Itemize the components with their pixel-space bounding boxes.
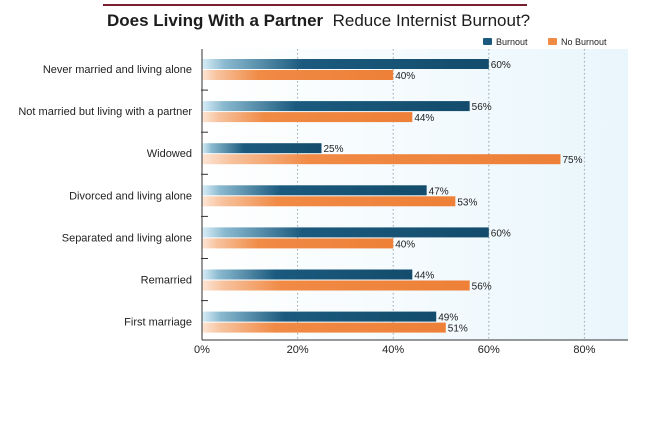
data-label: 44% [414,271,434,282]
bar [202,280,470,291]
category-label: Separated and living alone [62,232,192,244]
legend: Burnout No Burnout [483,37,607,47]
data-label: 44% [414,113,434,124]
data-label: 56% [472,282,492,293]
bar [202,143,322,154]
bar [202,238,394,249]
data-label: 53% [457,197,477,208]
data-label: 60% [491,60,511,71]
category-label: Never married and living alone [43,64,192,76]
data-label: 49% [438,313,458,324]
chart-title-rest: Reduce Internist Burnout? [333,11,531,30]
category-labels: Never married and living alone Not marrie… [18,64,208,329]
category-label: First marriage [124,317,192,329]
x-tick-labels: 0% 20% 40% 60% 80% [194,344,596,356]
legend-swatch-no-burnout [548,38,557,45]
x-tick-label: 40% [382,344,404,356]
data-label: 56% [472,102,492,113]
x-tick-label: 0% [194,344,210,356]
bar [202,322,446,333]
legend-label-burnout: Burnout [496,37,528,47]
x-tick-label: 60% [478,344,500,356]
bar [202,112,413,123]
bar [202,185,427,196]
bar [202,70,394,80]
category-label: Not married but living with a partner [18,106,192,118]
data-label: 25% [324,144,344,155]
axes [201,49,628,341]
category-label: Remarried [141,275,192,287]
data-label: 60% [491,228,511,239]
bar [202,196,456,207]
bar [202,154,561,165]
category-label: Divorced and living alone [69,190,192,202]
bars: 60% 40% 56% 44% 25% 75% 47% 53% 60% 40% 44% 56% 49%5… [202,59,583,335]
data-label: 40% [395,239,415,250]
bar [202,227,489,238]
bar [202,311,437,322]
chart-title-bold: Does Living With a Partner [107,11,324,30]
x-tick-label: 80% [573,344,595,356]
data-label: 75% [563,155,583,166]
data-label: 47% [429,186,449,197]
bar [202,101,470,112]
bar [202,269,413,280]
legend-swatch-burnout [483,38,492,45]
x-tick-label: 20% [287,344,309,356]
data-label: 40% [395,71,415,82]
bar [202,59,489,69]
category-label: Widowed [147,148,192,160]
legend-label-no-burnout: No Burnout [561,37,607,47]
chart-title: Does Living With a Partner Reduce Intern… [107,11,530,30]
data-label: 51% [448,324,468,335]
